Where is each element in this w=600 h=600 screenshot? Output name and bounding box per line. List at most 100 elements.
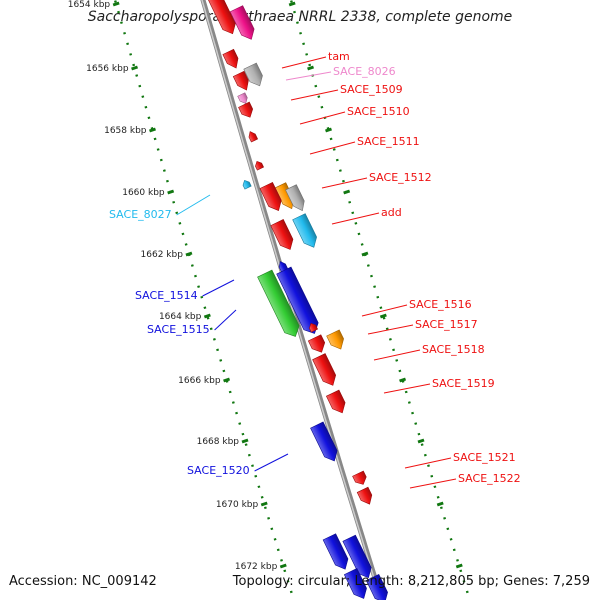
- gene-label-sace_1510[interactable]: SACE_1510: [299, 105, 410, 125]
- gene-name[interactable]: SACE_1520: [187, 464, 250, 477]
- gene-arrow[interactable]: [222, 48, 242, 70]
- gene-arrow[interactable]: [206, 0, 239, 37]
- gene-feature[interactable]: [238, 101, 256, 120]
- gene-name[interactable]: SACE_1509: [340, 83, 403, 96]
- gene-arrow[interactable]: [270, 219, 297, 252]
- gene-feature[interactable]: [356, 486, 375, 507]
- gene-label-sace_1521[interactable]: SACE_1521: [404, 451, 516, 469]
- gene-arrow[interactable]: [325, 389, 348, 416]
- gene-feature[interactable]: [352, 470, 369, 487]
- gene-label-sace_1517[interactable]: SACE_1517: [367, 318, 478, 335]
- gene-feature[interactable]: [312, 353, 340, 389]
- leader-line: [409, 478, 457, 489]
- gene-feature[interactable]: [222, 48, 242, 70]
- gene-name[interactable]: SACE_1519: [432, 377, 495, 390]
- gene-label-sace_1520[interactable]: SACE_1520: [187, 453, 289, 477]
- gene-label-sace_1516[interactable]: SACE_1516: [361, 298, 472, 317]
- leader-line: [299, 111, 346, 125]
- gene-label-sace_1514[interactable]: SACE_1514: [135, 279, 235, 302]
- gene-arrow[interactable]: [259, 181, 285, 213]
- gene-name[interactable]: SACE_1511: [357, 135, 420, 148]
- gene-arrow[interactable]: [257, 269, 303, 340]
- gene-label-sace_8027[interactable]: SACE_8027: [109, 194, 211, 221]
- gene-arrow[interactable]: [232, 70, 252, 92]
- gene-feature[interactable]: [322, 533, 351, 572]
- gene-arrow[interactable]: [342, 534, 375, 581]
- gene-feature[interactable]: [206, 0, 239, 37]
- gene-arrow[interactable]: [322, 533, 351, 572]
- gene-name[interactable]: SACE_1515: [147, 323, 210, 336]
- gene-arrow[interactable]: [326, 329, 347, 352]
- accession-label: Accession:: [9, 574, 78, 589]
- gene-feature[interactable]: [325, 389, 348, 416]
- gene-name[interactable]: SACE_8027: [109, 208, 172, 221]
- leader-line: [176, 194, 211, 216]
- gene-labels[interactable]: tam SACE_8026 SACE_1509 SACE_1510 SACE_1511 S…: [109, 50, 521, 489]
- gene-label-sace_1515[interactable]: SACE_1515: [147, 309, 237, 336]
- gene-feature[interactable]: [259, 181, 285, 213]
- gene-name[interactable]: tam: [328, 50, 350, 63]
- gene-arrow[interactable]: [229, 5, 257, 43]
- gene-label-sace_1522[interactable]: SACE_1522: [409, 472, 521, 489]
- tick-mark-right: [417, 438, 425, 444]
- gene-feature[interactable]: [342, 534, 375, 581]
- leader-line: [285, 71, 332, 81]
- gene-arrow[interactable]: [356, 486, 375, 507]
- gene-arrow[interactable]: [312, 353, 340, 389]
- gene-label-tam[interactable]: tam: [281, 50, 350, 69]
- gene-arrow[interactable]: [308, 322, 319, 333]
- gene-arrow[interactable]: [238, 101, 256, 120]
- gene-feature[interactable]: [247, 130, 259, 143]
- gene-feature[interactable]: [237, 92, 250, 105]
- gene-label-sace_1519[interactable]: SACE_1519: [383, 377, 495, 394]
- gene-arrow[interactable]: [352, 470, 369, 487]
- gene-label-sace_1511[interactable]: SACE_1511: [309, 135, 420, 155]
- gene-arrow[interactable]: [343, 568, 370, 600]
- gene-feature[interactable]: [308, 322, 319, 333]
- gene-feature[interactable]: [326, 329, 347, 352]
- gene-name[interactable]: SACE_1521: [453, 451, 516, 464]
- gene-arrow[interactable]: [254, 160, 265, 171]
- gene-name[interactable]: SACE_1522: [458, 472, 521, 485]
- tick-mark-left: [131, 65, 139, 71]
- gene-name[interactable]: SACE_1516: [409, 298, 472, 311]
- gene-feature[interactable]: [307, 334, 328, 356]
- gene-feature[interactable]: [270, 219, 297, 252]
- gene-label-sace_1512[interactable]: SACE_1512: [321, 171, 432, 189]
- leader-line: [383, 383, 431, 394]
- gene-name[interactable]: SACE_1510: [347, 105, 410, 118]
- gene-label-add[interactable]: add: [331, 206, 402, 225]
- gene-feature[interactable]: [343, 568, 370, 600]
- gene-name[interactable]: SACE_1517: [415, 318, 478, 331]
- gene-feature[interactable]: [243, 62, 266, 89]
- gene-name[interactable]: add: [381, 206, 402, 219]
- gene-arrow[interactable]: [307, 334, 328, 356]
- gene-feature[interactable]: [310, 421, 341, 464]
- gene-feature[interactable]: [232, 70, 252, 92]
- gene-arrow[interactable]: [292, 213, 320, 251]
- gene-label-sace_1509[interactable]: SACE_1509: [290, 83, 403, 101]
- gene-feature[interactable]: [241, 179, 252, 190]
- gene-features[interactable]: [206, 0, 391, 600]
- gene-feature[interactable]: [254, 160, 265, 171]
- gene-arrow[interactable]: [243, 62, 266, 89]
- gene-feature[interactable]: [285, 184, 308, 214]
- gene-feature[interactable]: [229, 5, 257, 43]
- gene-arrow[interactable]: [310, 421, 341, 464]
- gene-name[interactable]: SACE_8026: [333, 65, 396, 78]
- gene-name[interactable]: SACE_1514: [135, 289, 198, 302]
- gene-arrow[interactable]: [285, 184, 308, 214]
- gene-arrow[interactable]: [247, 130, 259, 143]
- gene-feature[interactable]: [365, 573, 391, 600]
- gene-arrow[interactable]: [237, 92, 250, 105]
- gene-feature[interactable]: [257, 269, 303, 340]
- gene-name[interactable]: SACE_1518: [422, 343, 485, 356]
- gene-arrow[interactable]: [241, 179, 252, 190]
- gene-name[interactable]: SACE_1512: [369, 171, 432, 184]
- gene-feature[interactable]: [292, 213, 320, 251]
- gene-label-sace_1518[interactable]: SACE_1518: [373, 343, 485, 361]
- gene-label-sace_8026[interactable]: SACE_8026: [285, 65, 396, 81]
- gene-arrow[interactable]: [365, 573, 391, 600]
